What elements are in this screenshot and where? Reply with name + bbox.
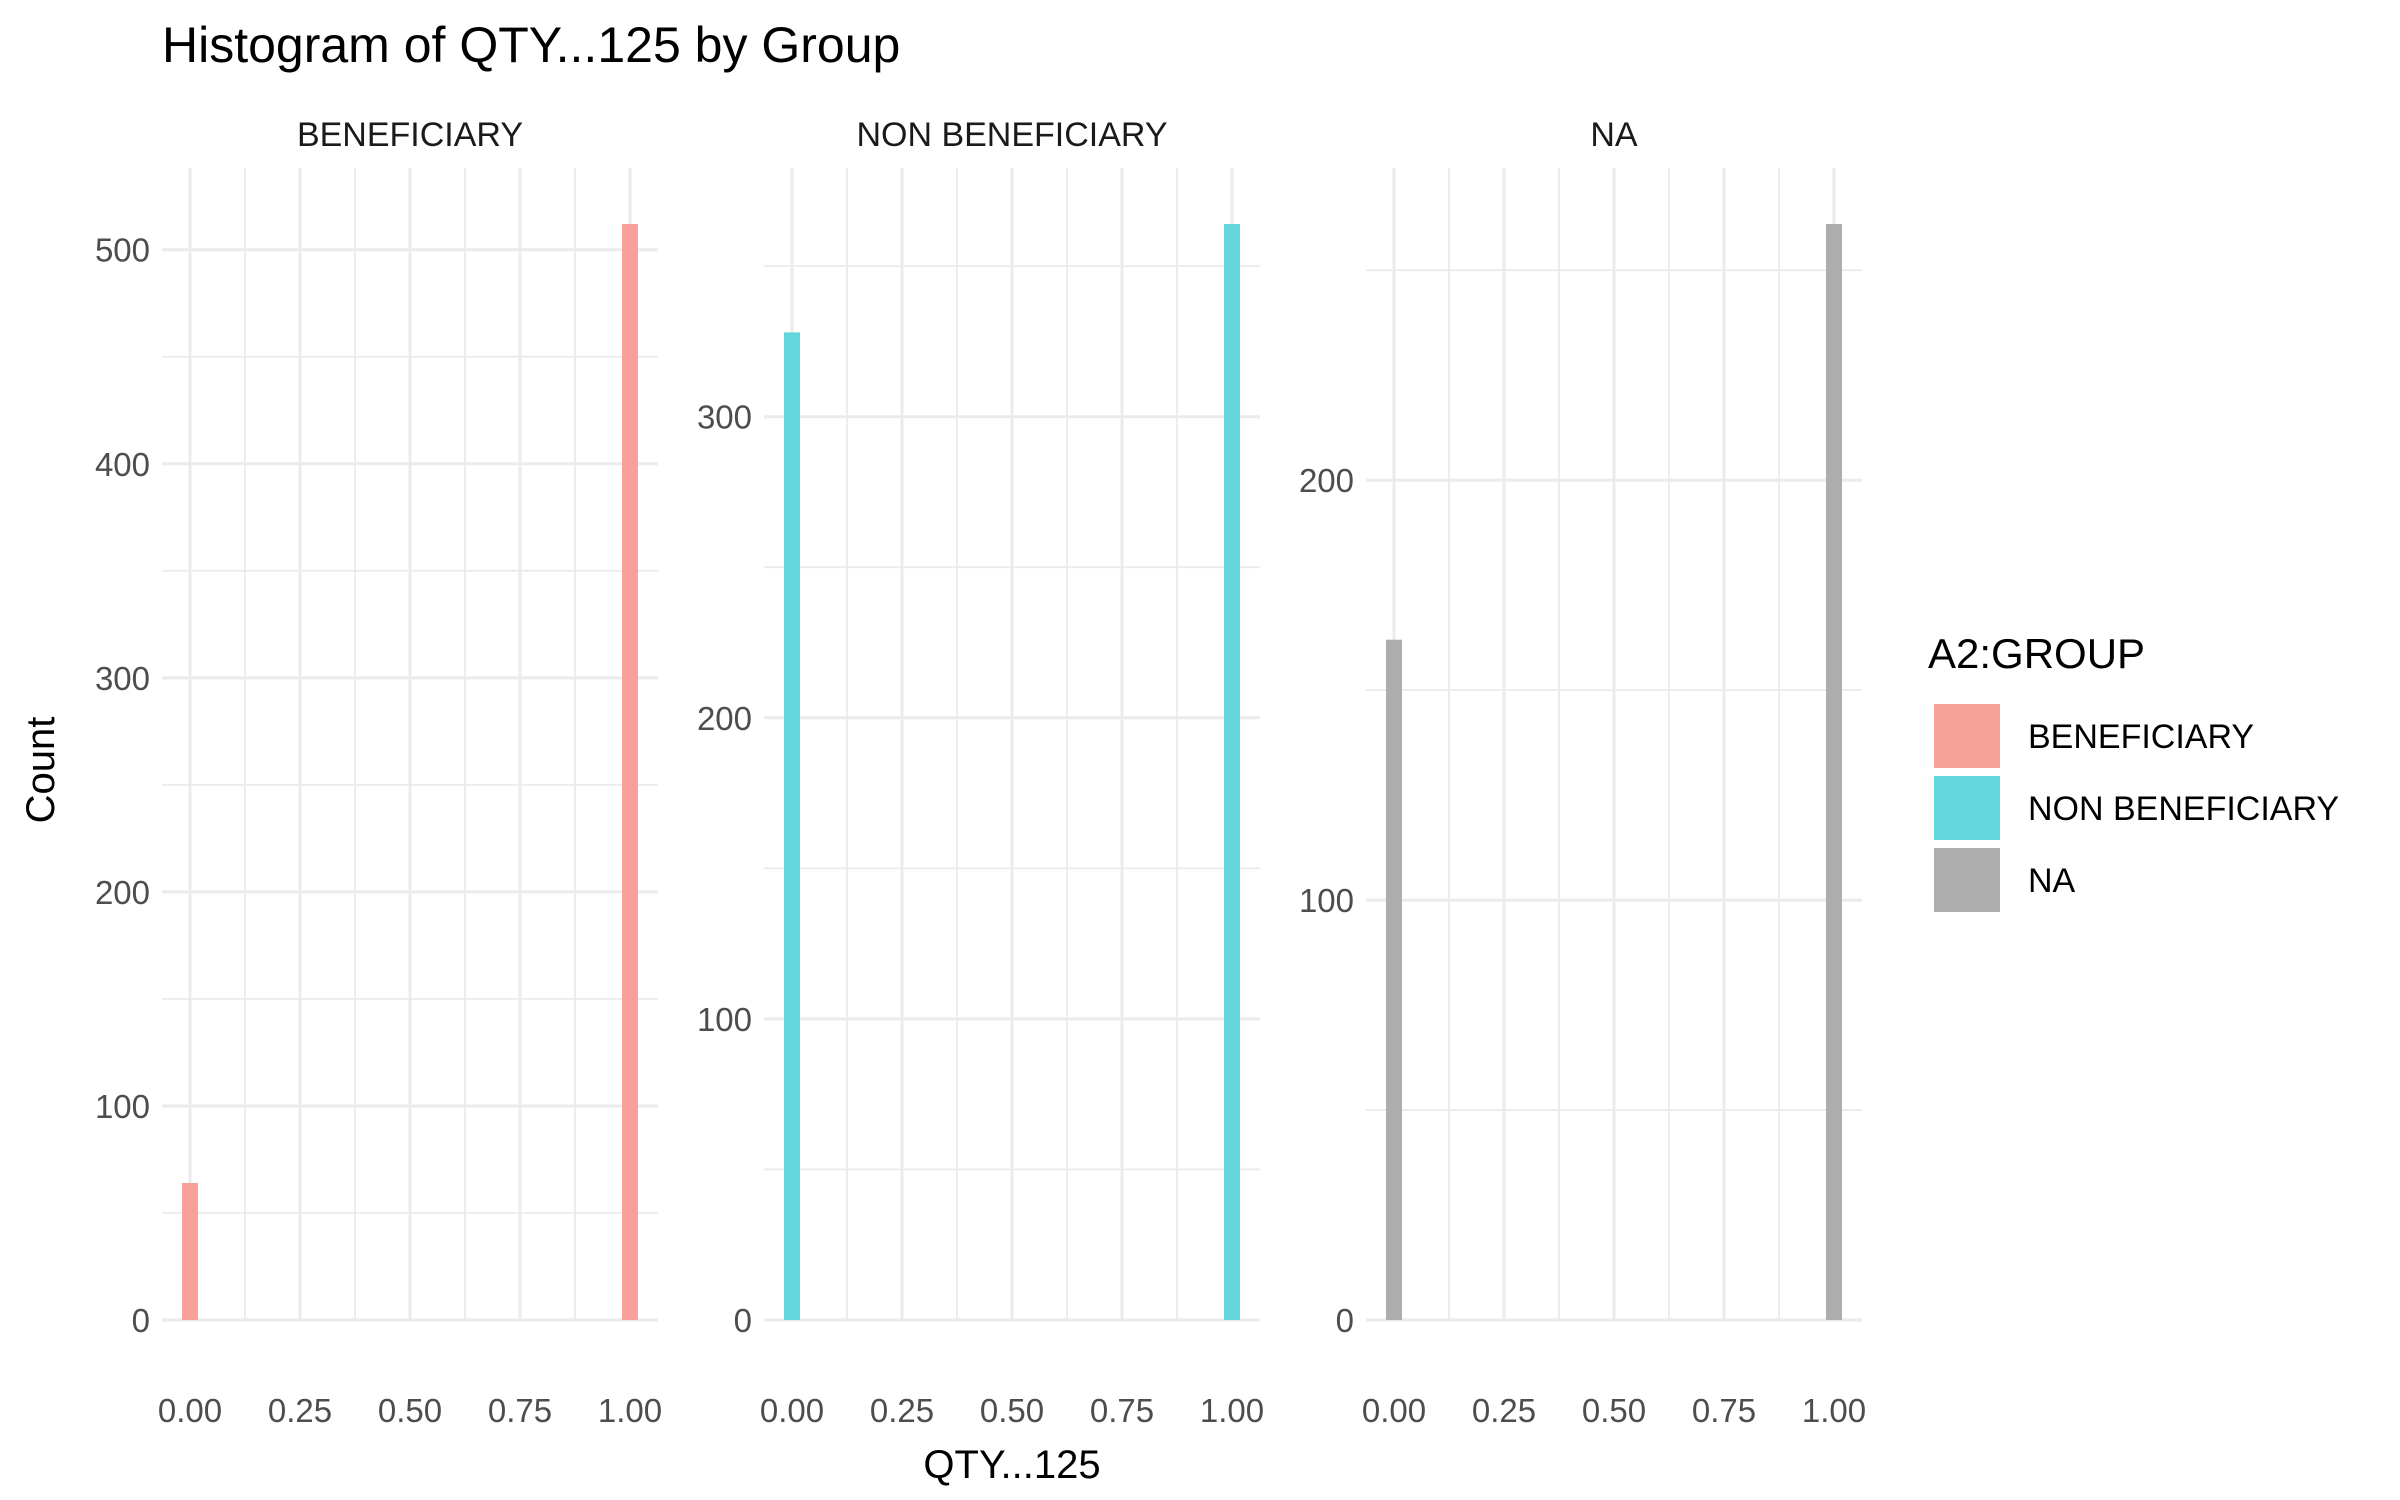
x-tick-label: 0.25: [870, 1392, 934, 1429]
histogram-bar: [622, 224, 638, 1320]
x-tick-label: 1.00: [1802, 1392, 1866, 1429]
x-tick-label: 0.00: [158, 1392, 222, 1429]
y-tick-label: 300: [697, 399, 752, 436]
x-tick-label: 1.00: [598, 1392, 662, 1429]
legend: A2:GROUP BENEFICIARY NON BENEFICIARY NA: [1928, 630, 2339, 912]
facet-strip-label: NON BENEFICIARY: [856, 116, 1167, 154]
legend-title: A2:GROUP: [1928, 630, 2145, 677]
x-tick-label: 0.00: [760, 1392, 824, 1429]
x-tick-label: 1.00: [1200, 1392, 1264, 1429]
legend-key: [1934, 704, 2000, 768]
legend-label: NA: [2028, 862, 2076, 900]
y-tick-label: 0: [132, 1302, 150, 1339]
y-tick-label: 300: [95, 660, 150, 697]
facet-panel-1: BENEFICIARY 0 100 200 300 400 500 0.00 0.25 0.50 0…: [95, 116, 662, 1429]
facet-panels: BENEFICIARY 0 100 200 300 400 500 0.00 0.25 0.50 0…: [95, 116, 1866, 1429]
y-tick-label: 100: [95, 1088, 150, 1125]
y-tick-label: 500: [95, 232, 150, 269]
y-tick-label: 0: [734, 1302, 752, 1339]
y-tick-label: 100: [697, 1001, 752, 1038]
x-tick-label: 0.25: [1472, 1392, 1536, 1429]
legend-key: [1934, 776, 2000, 840]
histogram-bar: [182, 1183, 198, 1320]
legend-key: [1934, 848, 2000, 912]
x-tick-label: 0.25: [268, 1392, 332, 1429]
legend-label: NON BENEFICIARY: [2028, 790, 2339, 828]
facet-strip-label: NA: [1590, 116, 1638, 154]
y-tick-label: 200: [1299, 462, 1354, 499]
legend-items: BENEFICIARY NON BENEFICIARY NA: [1934, 704, 2339, 912]
facet-strip-label: BENEFICIARY: [297, 116, 523, 154]
x-tick-label: 0.75: [1090, 1392, 1154, 1429]
x-tick-label: 0.50: [378, 1392, 442, 1429]
x-tick-label: 0.50: [1582, 1392, 1646, 1429]
histogram-bar: [1826, 224, 1842, 1320]
y-tick-label: 200: [95, 874, 150, 911]
x-tick-label: 0.75: [488, 1392, 552, 1429]
y-axis-title: Count: [19, 717, 63, 824]
histogram-bar: [1224, 224, 1240, 1320]
y-tick-label: 200: [697, 700, 752, 737]
x-tick-label: 0.00: [1362, 1392, 1426, 1429]
facet-panel-2: NON BENEFICIARY 0 100 200 300 0.00 0.25 0.50 0.7…: [697, 116, 1264, 1429]
x-tick-label: 0.75: [1692, 1392, 1756, 1429]
histogram-bar: [784, 332, 800, 1320]
chart-title: Histogram of QTY...125 by Group: [162, 17, 900, 73]
x-tick-label: 0.50: [980, 1392, 1044, 1429]
histogram-bar: [1386, 639, 1402, 1320]
facet-panel-3: NA 0 100 200 0.00 0.25 0.50 0.75 1.00: [1299, 116, 1866, 1429]
x-axis-title: QTY...125: [923, 1443, 1100, 1487]
y-tick-label: 400: [95, 446, 150, 483]
y-tick-label: 100: [1299, 882, 1354, 919]
y-tick-label: 0: [1336, 1302, 1354, 1339]
legend-label: BENEFICIARY: [2028, 718, 2254, 756]
